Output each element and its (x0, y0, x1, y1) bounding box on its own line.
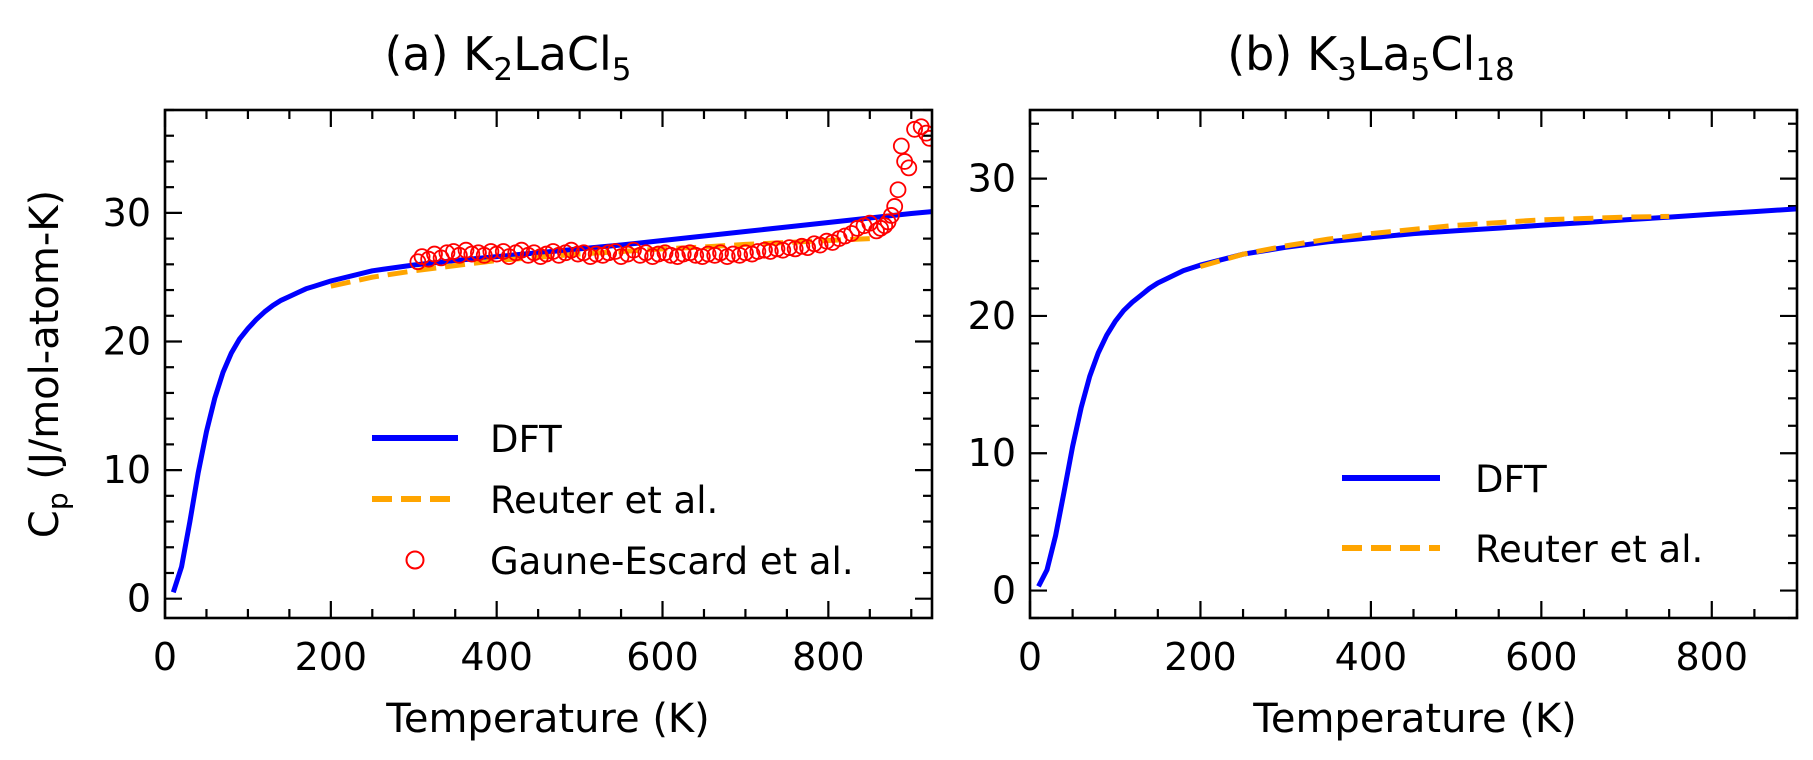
title-subscript: 3 (1337, 52, 1357, 88)
data-point (699, 245, 717, 263)
data-point (756, 241, 773, 259)
data-point (463, 245, 481, 263)
y-tick-label: 0 (992, 569, 1016, 613)
legend-label-reuter-et-al: Reuter et al. (1475, 528, 1703, 571)
data-point (724, 245, 742, 263)
x-tick-label: 400 (1335, 635, 1408, 679)
data-point (868, 222, 885, 240)
data-point (882, 207, 900, 224)
x-tick-label: 800 (1676, 635, 1749, 679)
title-subscript: 5 (612, 52, 632, 88)
title-subscript: 18 (1475, 52, 1514, 88)
title-text: La (1357, 27, 1411, 81)
x-tick-label: 400 (460, 635, 533, 679)
data-point (793, 237, 811, 255)
title-subscript: 5 (1411, 52, 1431, 88)
x-tick-label: 0 (153, 635, 177, 679)
data-point (737, 244, 754, 262)
plot-frame (1028, 108, 1799, 620)
y-tick-label: 10 (103, 448, 151, 492)
data-point (843, 225, 860, 242)
x-tick-label: 200 (295, 635, 368, 679)
series-gaune-escard-et-al (409, 118, 932, 271)
data-point (886, 198, 904, 215)
panel-b: (b) K3La5Cl18 0 200 400 600 800 0 10 20 30 Tempera… (968, 27, 1799, 742)
plot-area (1036, 206, 1797, 588)
y-tick-label: 30 (968, 157, 1016, 201)
x-tick-label: 600 (1505, 635, 1578, 679)
data-point (921, 129, 932, 147)
x-axis-label: Temperature (K) (385, 696, 710, 742)
series-dft-line (1036, 206, 1797, 588)
data-point (892, 137, 910, 155)
data-point (569, 245, 587, 263)
chart-title: (a) K2LaCl5 (384, 27, 631, 88)
legend-swatch-gaune-escard-et-al (405, 550, 425, 570)
legend-label-reuter-et-al: Reuter et al. (490, 479, 718, 522)
data-point (662, 246, 680, 264)
legend-label-gaune-escard-et-al: Gaune-Escard et al. (490, 540, 854, 583)
data-point (780, 239, 798, 257)
plot-frame (163, 108, 934, 620)
data-point (687, 246, 705, 264)
data-point (600, 244, 618, 262)
title-text: K (463, 27, 495, 81)
data-point (818, 232, 836, 250)
data-point (917, 124, 932, 142)
x-tick-label: 600 (626, 635, 699, 679)
legend: DFT Reuter et al. Gaune-Escard et al. (372, 418, 854, 583)
data-point (900, 159, 918, 177)
x-axis-label: Temperature (K) (1252, 696, 1577, 742)
panel-a: (a) K2LaCl5 0 200 400 600 800 0 10 20 30 Temperatu… (22, 27, 934, 742)
data-point (494, 243, 512, 260)
chart-title: (b) K3La5Cl18 (1227, 27, 1515, 88)
data-point (420, 250, 438, 268)
y-tick-label: 10 (968, 431, 1016, 475)
data-point (768, 240, 786, 258)
data-point (587, 245, 605, 263)
y-axis-label: Cp (J/mol-atom-K) (22, 190, 74, 538)
title-prefix: (b) (1227, 27, 1307, 81)
series-dft-line (170, 209, 932, 594)
title-text: K (1307, 27, 1339, 81)
data-point (438, 244, 456, 262)
data-point (606, 243, 624, 260)
series-reuter-et-al-line (1199, 213, 1670, 269)
data-point (805, 235, 823, 253)
data-point (649, 245, 667, 263)
x-tick-label: 0 (1018, 635, 1042, 679)
title-text: LaCl (513, 27, 612, 81)
legend-label-dft: DFT (490, 418, 562, 461)
title-subscript: 2 (493, 52, 513, 88)
title-prefix: (a) (384, 27, 463, 81)
y-tick-label: 20 (968, 294, 1016, 338)
data-point (409, 253, 427, 271)
data-point (749, 243, 767, 260)
data-point (674, 245, 692, 263)
plot-area (170, 118, 932, 594)
y-tick-label: 20 (103, 319, 151, 363)
x-tick-label: 200 (1164, 635, 1237, 679)
y-tick-label: 0 (127, 577, 151, 621)
y-tick-label: 30 (103, 191, 151, 235)
legend-label-dft: DFT (1475, 458, 1547, 501)
legend: DFT Reuter et al. (1342, 458, 1703, 571)
x-tick-label: 800 (792, 635, 865, 679)
data-point (889, 181, 907, 199)
title-text: Cl (1430, 27, 1475, 81)
